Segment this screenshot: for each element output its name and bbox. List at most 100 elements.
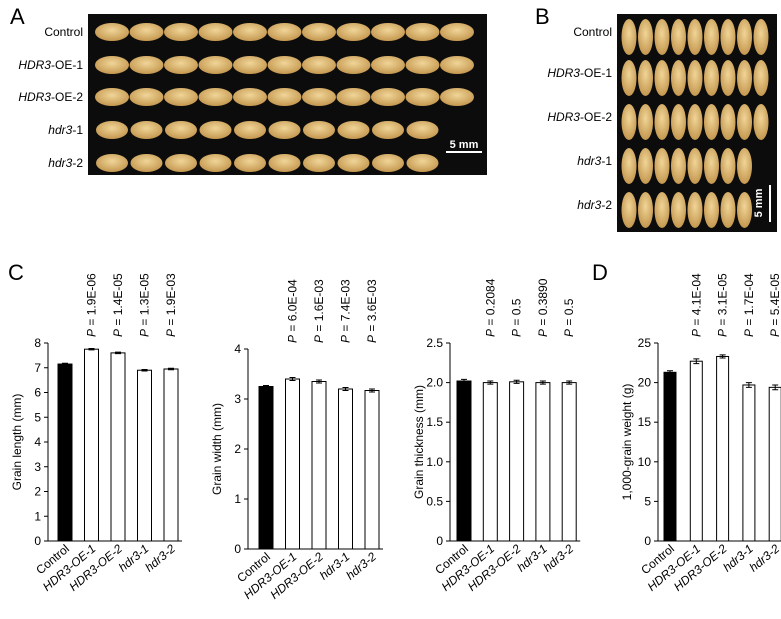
y-tick-label: 25 <box>638 336 652 350</box>
row-label: HDR3-OE-1 <box>18 58 83 72</box>
y-tick-label: 15 <box>638 415 652 429</box>
grain <box>233 88 267 106</box>
grain <box>406 121 439 139</box>
error-bar <box>88 347 95 351</box>
bar <box>716 355 730 542</box>
grain <box>302 88 336 106</box>
error-bar <box>141 368 148 372</box>
error-bar <box>115 351 121 355</box>
bar <box>768 386 781 542</box>
grain <box>753 19 769 55</box>
bar <box>338 388 353 550</box>
error-bar <box>539 380 546 385</box>
grain <box>753 60 769 96</box>
grain <box>233 56 267 74</box>
error-bar <box>289 377 296 381</box>
grain <box>96 154 128 172</box>
error-bar <box>62 362 68 366</box>
p-value: P = 1.9E-06 <box>85 273 99 337</box>
row-label: hdr3-2 <box>577 198 612 212</box>
grain <box>96 121 128 139</box>
grain <box>372 154 404 172</box>
y-tick-label: 6 <box>34 386 41 400</box>
y-tick-label: 1 <box>234 492 241 506</box>
x-tick-label: hdr3-2 <box>142 541 178 574</box>
y-tick-label: 2 <box>34 485 41 499</box>
bar <box>456 380 472 542</box>
grain <box>130 121 163 139</box>
grain <box>737 148 752 184</box>
p-value: P = 1.3E-05 <box>138 273 152 337</box>
grain <box>199 121 232 139</box>
grain <box>621 60 637 96</box>
grain <box>199 154 232 172</box>
grain <box>654 19 670 55</box>
y-tick-label: 3 <box>34 460 41 474</box>
y-axis-title: 1,000-grain weight (g) <box>620 384 634 501</box>
y-tick-label: 5 <box>34 410 41 424</box>
grain <box>164 88 198 106</box>
y-tick-label: 8 <box>34 336 41 350</box>
y-tick-label: 10 <box>638 455 652 469</box>
grain <box>704 192 719 228</box>
bar <box>137 369 152 542</box>
y-tick-label: 0 <box>644 534 651 548</box>
p-value: P = 7.4E-03 <box>339 279 353 343</box>
row-label: hdr3-2 <box>48 156 83 170</box>
grain <box>753 104 769 140</box>
grain <box>671 192 686 228</box>
grain <box>737 19 752 55</box>
grain <box>198 88 233 106</box>
p-value: P = 0.5 <box>562 298 576 337</box>
error-bar <box>772 384 779 391</box>
y-tick-label: 1 <box>34 509 41 523</box>
p-value: P = 1.6E-03 <box>312 279 326 343</box>
grain <box>638 148 653 184</box>
grain <box>303 154 335 172</box>
bar <box>163 368 179 542</box>
grain <box>303 121 335 139</box>
grain <box>638 192 653 228</box>
bar <box>364 390 380 550</box>
y-tick-label: 5 <box>644 494 651 508</box>
error-bar <box>342 387 349 391</box>
error-bar <box>461 378 467 384</box>
grain <box>302 23 336 41</box>
grain <box>267 23 302 41</box>
bar <box>561 382 577 542</box>
grain <box>687 60 703 96</box>
scale-label: 5 mm <box>450 139 479 151</box>
p-value: P = 1.4E-05 <box>111 273 125 337</box>
grain <box>336 88 371 106</box>
row-label: hdr3-1 <box>577 154 612 168</box>
error-bar <box>513 379 520 384</box>
y-tick-label: 1.0 <box>426 455 443 469</box>
grain <box>302 56 336 74</box>
grain <box>720 148 736 184</box>
grain <box>336 56 371 74</box>
grain <box>130 154 163 172</box>
grain <box>165 154 197 172</box>
grain <box>687 148 703 184</box>
p-value: P = 0.3890 <box>536 278 550 337</box>
grain <box>337 154 370 172</box>
grain <box>267 88 302 106</box>
grain <box>720 60 736 96</box>
x-tick-label: hdr3-2 <box>343 549 379 582</box>
grain <box>129 56 164 74</box>
row-label: HDR3-OE-1 <box>547 66 612 80</box>
y-axis-title: Grain length (mm) <box>10 394 24 491</box>
bar <box>535 382 551 542</box>
error-bar <box>719 354 726 359</box>
y-tick-label: 2 <box>234 442 241 456</box>
p-value: P = 0.2084 <box>483 278 497 337</box>
error-bar <box>745 382 752 388</box>
row-label: HDR3-OE-2 <box>547 110 612 124</box>
grain <box>687 104 703 140</box>
bar <box>663 371 677 542</box>
bar <box>57 363 73 542</box>
grain <box>336 23 371 41</box>
scale-label: 5 mm <box>753 188 765 217</box>
grain <box>671 104 686 140</box>
